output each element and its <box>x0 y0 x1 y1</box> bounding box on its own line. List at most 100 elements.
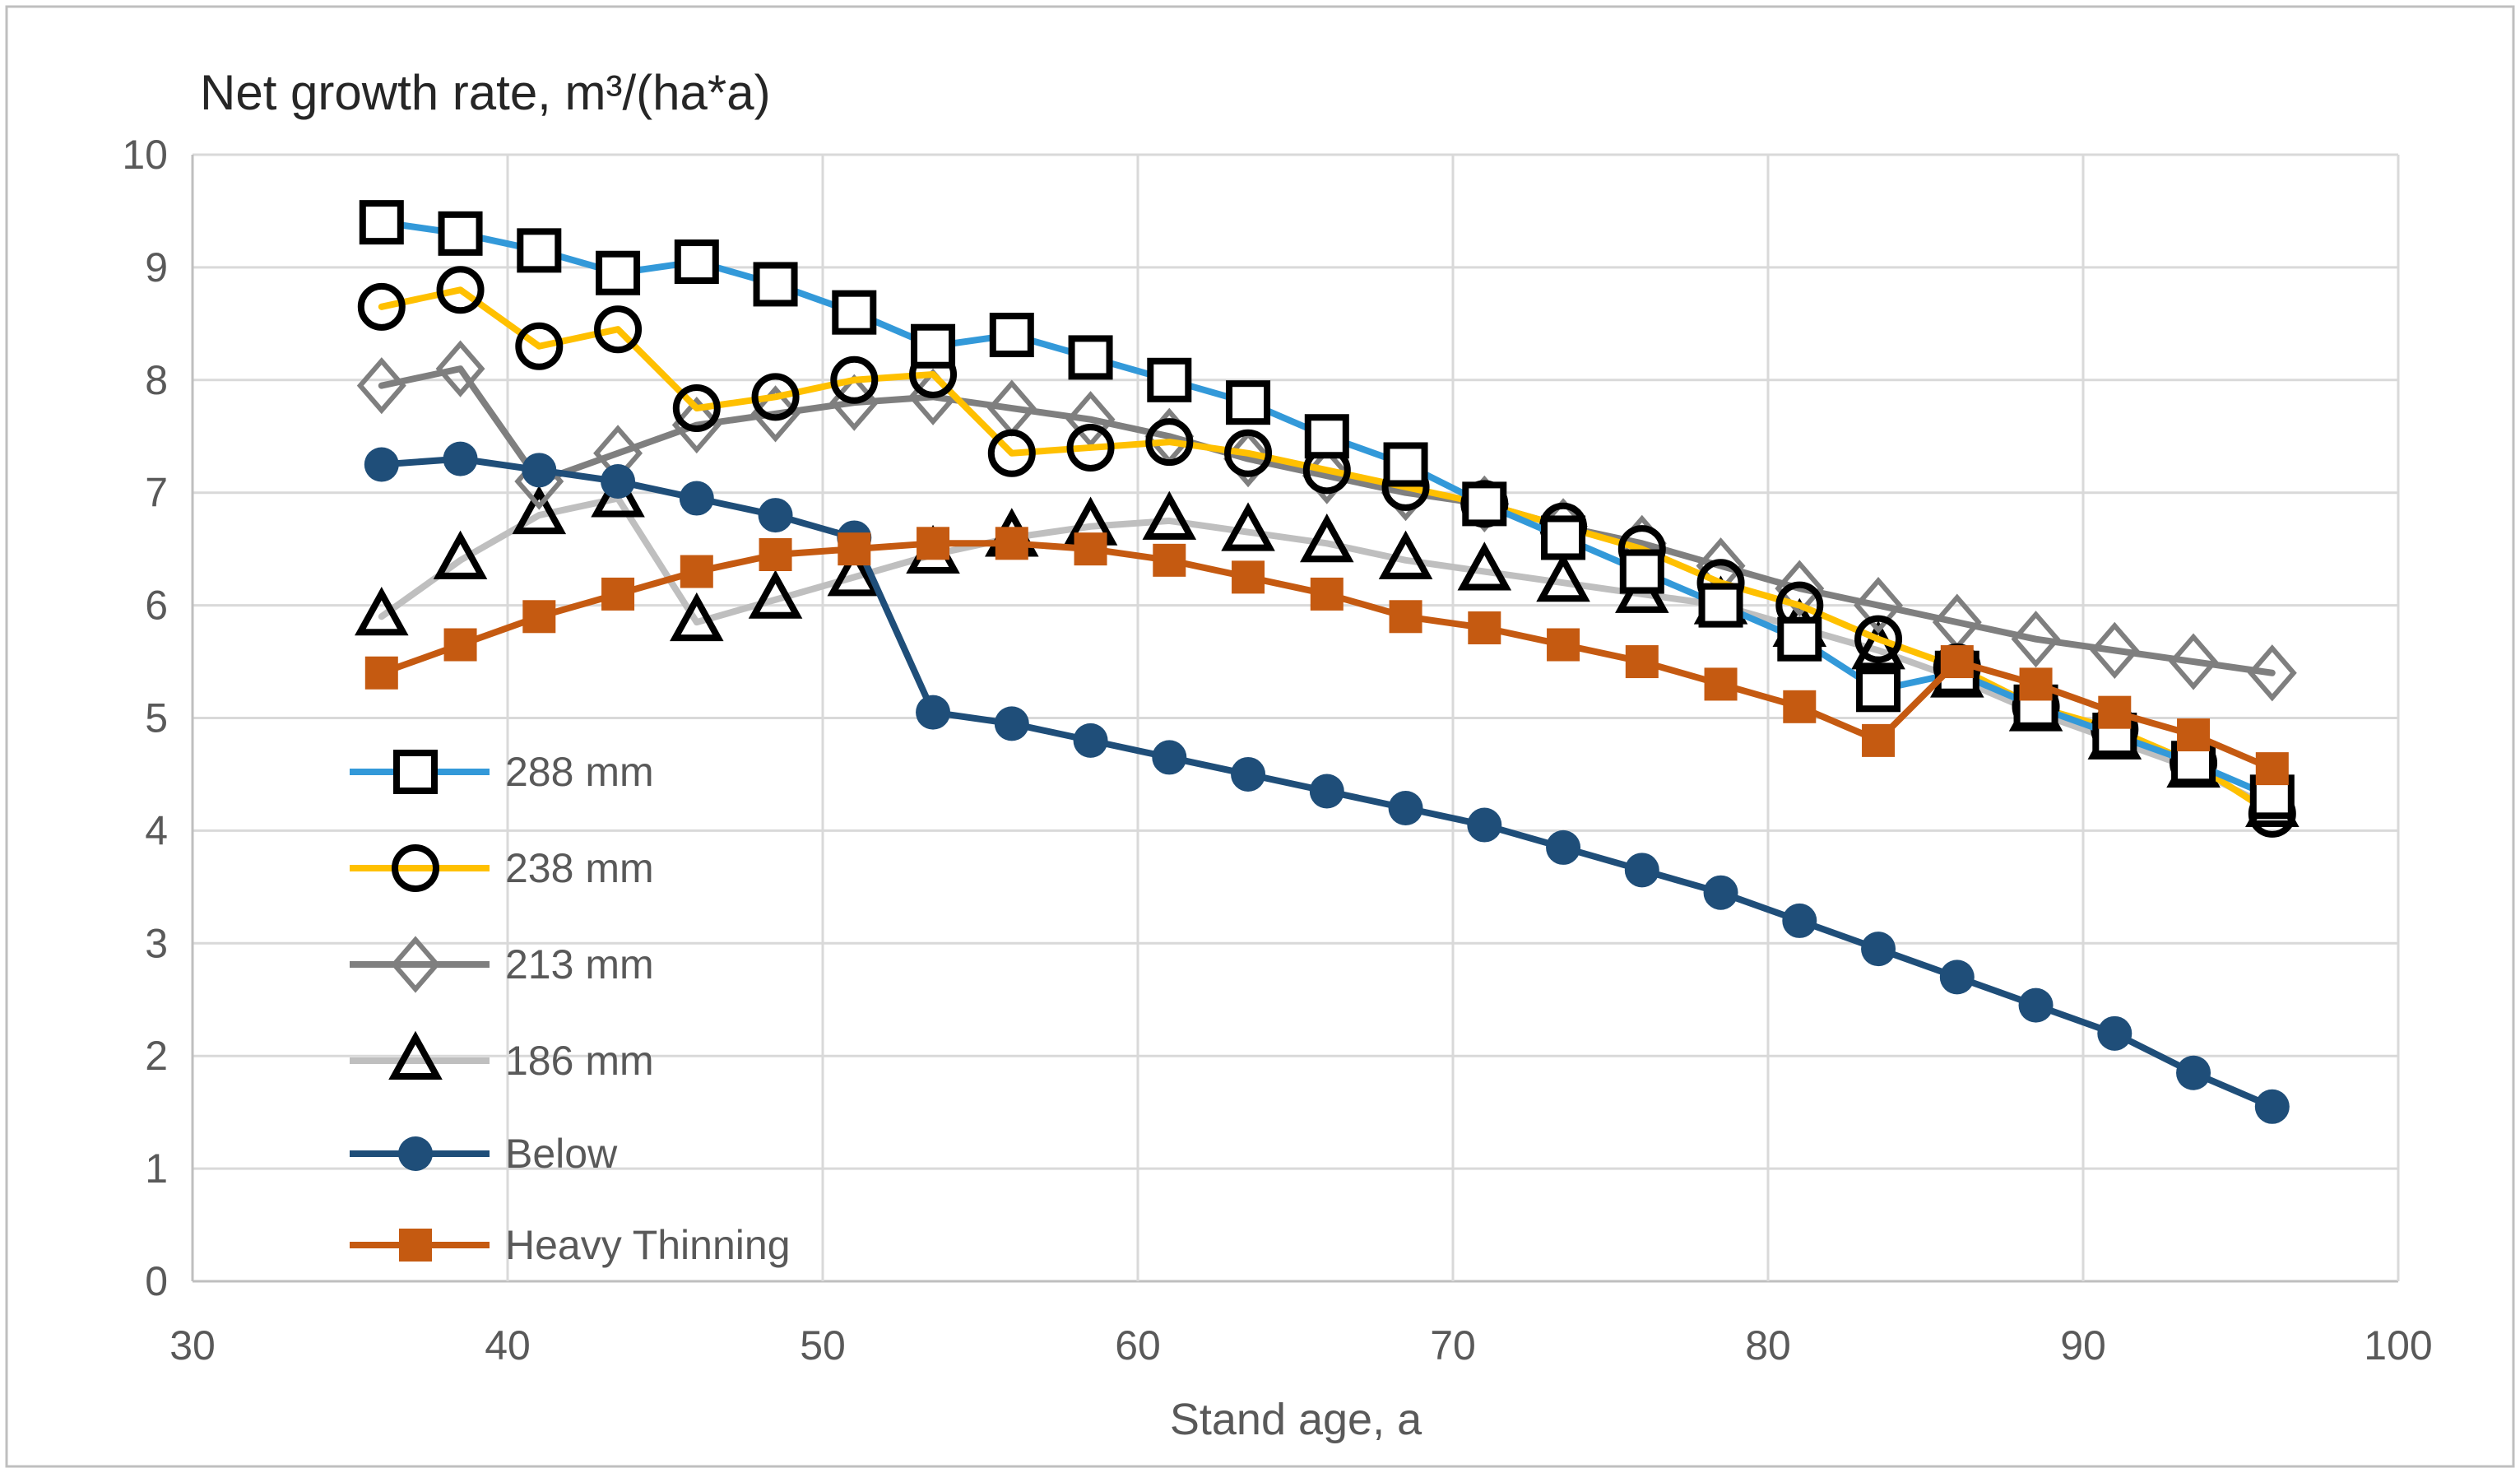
open-square-marker <box>753 262 798 307</box>
open-square-marker <box>393 750 438 794</box>
open-square-marker <box>1698 583 1743 628</box>
legend-label: Below <box>505 1131 618 1177</box>
legend-label: 288 mm <box>505 749 654 795</box>
open-circle-marker <box>392 844 439 892</box>
figure-border <box>5 5 2515 1468</box>
open-diamond-marker <box>1065 391 1116 448</box>
y-tick-label: 3 <box>145 920 168 966</box>
open-triangle-marker <box>355 587 409 636</box>
series-heavy-thinning <box>364 527 2289 786</box>
open-diamond-marker <box>1854 577 1904 634</box>
open-square-marker <box>832 290 877 335</box>
open-square-marker <box>911 323 956 369</box>
open-diamond-marker <box>2169 633 2219 690</box>
open-triangle-marker <box>1457 541 1512 591</box>
filled-square-marker <box>2177 718 2211 752</box>
filled-circle-marker <box>601 464 636 500</box>
y-tick-label: 9 <box>145 244 168 290</box>
filled-square-marker <box>838 532 871 566</box>
legend-item-186-mm: 186 mm <box>350 1030 654 1084</box>
filled-circle-marker <box>1624 853 1659 888</box>
filled-square-marker <box>1783 690 1817 723</box>
filled-circle-marker <box>758 498 793 533</box>
open-circle-marker <box>1224 429 1273 477</box>
filled-square-marker <box>1704 667 1738 701</box>
open-square-marker <box>1619 549 1664 594</box>
filled-square-marker <box>995 527 1028 560</box>
filled-square-marker <box>759 537 792 571</box>
legend-label: 213 mm <box>505 941 654 987</box>
open-triangle-marker <box>1851 620 1905 670</box>
filled-circle-marker <box>443 441 478 476</box>
open-circle-marker <box>1854 615 1903 663</box>
open-square-marker <box>438 211 483 256</box>
y-tick-label: 7 <box>145 470 168 516</box>
filled-circle-marker <box>1467 807 1502 843</box>
open-square-marker <box>1147 357 1192 402</box>
y-tick-label: 4 <box>145 807 168 853</box>
filled-circle-marker <box>1546 829 1581 865</box>
legend-item-heavy-thinning: Heavy Thinning <box>350 1222 791 1268</box>
legend-label: 238 mm <box>505 845 654 891</box>
filled-square-marker <box>1468 611 1501 644</box>
axis-tick-labels: 0 1 2 3 4 5 6 7 8 9 10 30 40 50 60 70 80 90 100 <box>122 132 2432 1368</box>
filled-circle-marker <box>1309 774 1344 809</box>
filled-circle-marker <box>2254 1089 2290 1124</box>
series-plot-area <box>355 200 2300 1124</box>
filled-circle-marker <box>522 453 557 488</box>
y-tick-label: 10 <box>122 132 168 178</box>
open-square-marker <box>989 313 1034 358</box>
x-tick-label: 100 <box>2364 1322 2432 1368</box>
legend-item-238-mm: 238 mm <box>350 844 654 892</box>
open-diamond-marker <box>435 340 485 397</box>
open-square-marker <box>1856 667 1901 713</box>
filled-square-marker <box>1074 532 1107 566</box>
filled-square-marker <box>1310 577 1344 611</box>
open-diamond-marker <box>1775 560 1825 617</box>
filled-circle-marker <box>2176 1055 2211 1090</box>
open-triangle-marker <box>1300 513 1354 563</box>
open-diamond-marker <box>2247 644 2297 702</box>
open-triangle-marker <box>1536 552 1590 602</box>
filled-circle-marker <box>1152 740 1187 775</box>
open-square-marker <box>596 250 641 295</box>
filled-circle-marker <box>1939 960 1975 995</box>
open-circle-marker <box>436 266 485 314</box>
open-circle-marker <box>987 429 1036 477</box>
y-tick-label: 0 <box>145 1258 168 1304</box>
legend-item-below: Below <box>350 1131 618 1177</box>
y-tick-label: 1 <box>145 1145 168 1192</box>
x-tick-label: 30 <box>169 1322 216 1368</box>
open-square-marker <box>1068 335 1113 380</box>
filled-square-marker <box>1153 543 1186 577</box>
legend-item-213-mm: 213 mm <box>350 936 654 993</box>
open-diamond-marker <box>356 357 406 415</box>
x-tick-label: 40 <box>485 1322 531 1368</box>
open-diamond-marker <box>750 385 801 443</box>
open-triangle-marker <box>433 530 488 579</box>
filled-circle-marker <box>679 481 714 516</box>
series-below <box>364 441 2290 1124</box>
open-square-marker <box>359 200 404 245</box>
open-triangle-marker <box>1221 502 1275 551</box>
x-tick-label: 90 <box>2060 1322 2106 1368</box>
filled-square-marker <box>2019 667 2053 701</box>
filled-circle-marker <box>1073 723 1108 758</box>
open-circle-marker <box>515 322 564 370</box>
open-triangle-marker <box>1378 530 1433 579</box>
filled-square-marker <box>1940 645 1974 679</box>
open-square-marker <box>1541 515 1586 560</box>
open-square-marker <box>1462 481 1507 527</box>
y-tick-label: 8 <box>145 357 168 403</box>
open-square-marker <box>517 228 562 273</box>
open-triangle-marker <box>670 592 724 642</box>
open-diamond-marker <box>2011 611 2061 668</box>
open-triangle-marker <box>748 569 803 619</box>
filled-circle-marker <box>1703 875 1738 910</box>
filled-square-marker <box>364 656 398 690</box>
y-tick-label: 5 <box>145 695 168 741</box>
filled-square-marker <box>1862 723 1896 757</box>
filled-square-marker <box>917 527 950 560</box>
